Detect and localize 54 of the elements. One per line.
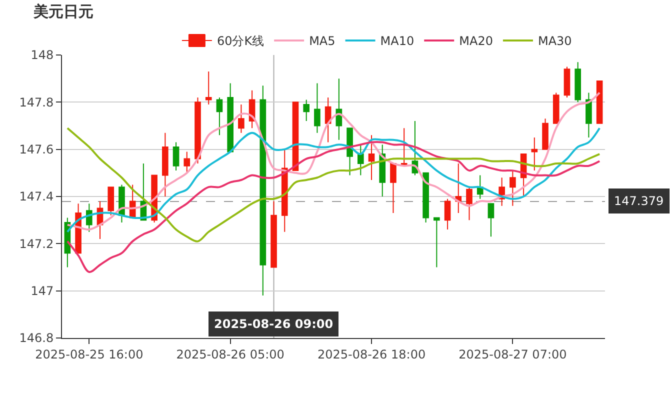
legend-label: MA20 [459, 34, 493, 48]
candlestick [216, 96, 223, 136]
candlestick [336, 78, 342, 140]
candlestick [194, 96, 201, 164]
candlestick [324, 96, 332, 143]
candlestick [434, 217, 440, 268]
candlestick [303, 99, 310, 122]
candlestick [455, 162, 462, 214]
x-tick-label: 2025-08-26 05:00 [176, 347, 284, 362]
y-tick-label: 148 [30, 48, 54, 62]
candlestick [357, 144, 364, 176]
legend-label: MA10 [380, 34, 414, 48]
candlestick [586, 92, 592, 138]
candlestick [314, 82, 320, 134]
candlestick [227, 82, 234, 152]
candlestick [466, 186, 472, 221]
candlestick [510, 170, 516, 206]
candlestick [238, 104, 244, 134]
candlestick [552, 92, 560, 124]
x-tick-label: 2025-08-25 16:00 [35, 347, 144, 362]
candlestick [172, 142, 180, 172]
candlestick [390, 162, 396, 214]
x-tick-label: 2025-08-26 18:00 [317, 347, 426, 362]
y-tick-label: 147.2 [19, 236, 54, 251]
candlestick [488, 203, 494, 238]
ref-line-label: 147.379 [614, 194, 664, 208]
candlestick [162, 132, 168, 197]
candlestick [368, 134, 375, 180]
y-tick-label: 147 [30, 284, 54, 298]
y-tick-label: 147.8 [19, 95, 54, 110]
legend-label: MA30 [538, 34, 572, 48]
candlestick [564, 66, 570, 98]
candlestick [422, 172, 429, 223]
candlestick [542, 118, 548, 150]
legend-label: MA5 [309, 34, 336, 48]
candlestick [184, 151, 190, 174]
chart-title: 美元日元 [32, 2, 94, 20]
candlestick [108, 186, 114, 216]
y-tick-label: 147.4 [19, 190, 54, 204]
candlestick [270, 200, 277, 268]
x-tick-label: 2025-08-27 07:00 [458, 347, 567, 362]
legend-label: 60分K线 [216, 34, 264, 48]
y-tick-label: 146.8 [19, 331, 54, 346]
candlestick [260, 85, 266, 296]
candlestick [205, 71, 212, 106]
candlestick [531, 137, 538, 172]
ref-line-label: 2025-08-26 09:00 [214, 317, 334, 331]
y-tick-label: 147.6 [19, 142, 54, 157]
candlestick [574, 62, 582, 103]
candlestick [444, 198, 451, 230]
candlestick [596, 80, 603, 124]
candlestick [346, 128, 353, 176]
line-series [66, 140, 601, 273]
line-series [66, 92, 601, 231]
